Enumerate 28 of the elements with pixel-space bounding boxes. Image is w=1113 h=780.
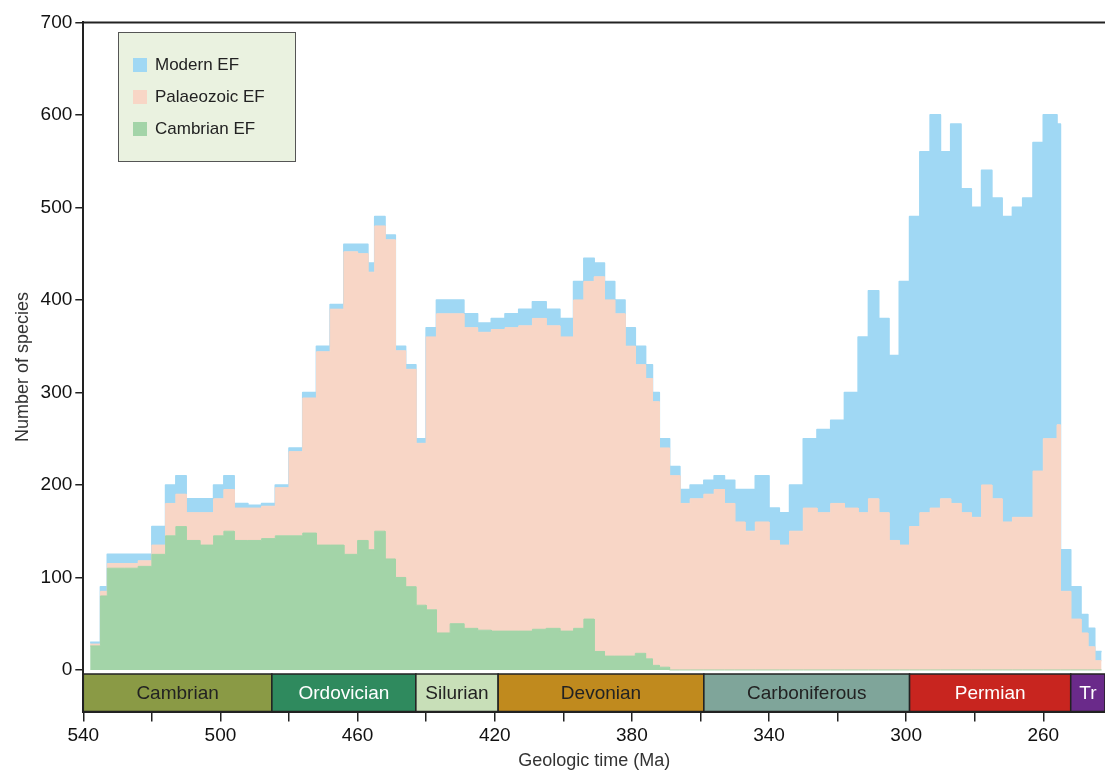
y-tick-label: 300 bbox=[40, 380, 73, 402]
band-label: Devonian bbox=[560, 682, 642, 704]
y-tick-label: 100 bbox=[40, 565, 73, 587]
band-label: Ordovician bbox=[298, 682, 390, 704]
y-tick-label: 500 bbox=[40, 195, 73, 217]
y-tick-label: 600 bbox=[40, 103, 73, 125]
band-label: Permian bbox=[954, 682, 1026, 704]
legend-label: Modern EF bbox=[155, 55, 240, 75]
legend-label: Cambrian EF bbox=[155, 119, 256, 139]
x-axis-title: Geologic time (Ma) bbox=[518, 750, 671, 771]
band-label: Silurian bbox=[425, 682, 489, 704]
band-label: Carboniferous bbox=[747, 682, 867, 704]
y-tick-label: 200 bbox=[40, 473, 73, 495]
x-tick-label: 540 bbox=[67, 724, 100, 746]
band-label: Tr bbox=[1079, 682, 1098, 704]
band-label: Cambrian bbox=[136, 682, 219, 704]
x-tick-label: 460 bbox=[341, 724, 374, 746]
x-tick-label: 340 bbox=[753, 724, 785, 746]
y-tick-label: 400 bbox=[40, 288, 73, 310]
x-tick-label: 420 bbox=[478, 724, 511, 746]
x-tick-label: 300 bbox=[890, 724, 922, 746]
y-axis-title: Number of species bbox=[11, 291, 32, 443]
x-tick-label: 500 bbox=[204, 724, 237, 746]
legend-label: Palaeozoic EF bbox=[155, 87, 265, 107]
y-tick-label: 0 bbox=[61, 658, 73, 680]
x-tick-label: 380 bbox=[616, 724, 648, 746]
y-tick-label: 700 bbox=[40, 10, 73, 32]
x-tick-label: 260 bbox=[1027, 724, 1060, 746]
